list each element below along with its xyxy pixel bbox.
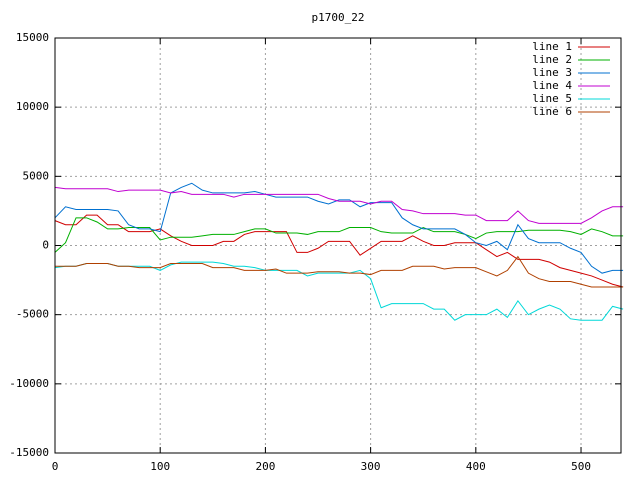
data-line	[54, 214, 624, 288]
x-tick-label: 300	[361, 460, 381, 473]
legend-label: line 5	[532, 92, 572, 105]
y-tick-label: 0	[42, 239, 49, 252]
x-tick-label: 0	[52, 460, 59, 473]
data-line	[54, 217, 624, 253]
y-tick-label: 15000	[16, 31, 49, 44]
data-line	[55, 255, 624, 288]
data-line	[54, 182, 624, 274]
x-tick-label: 500	[571, 460, 591, 473]
y-tick-label: -5000	[16, 308, 49, 321]
data-line	[54, 186, 624, 224]
legend-label: line 6	[532, 105, 572, 118]
plot-lines	[54, 182, 624, 321]
y-tick-label: 10000	[16, 100, 49, 113]
legend-label: line 1	[532, 40, 572, 53]
legend-label: line 2	[532, 53, 572, 66]
x-tick-label: 400	[466, 460, 486, 473]
chart-title: p1700_22	[312, 11, 365, 24]
y-tick-label: -10000	[9, 377, 49, 390]
plot-frame	[54, 37, 622, 454]
y-tick-label: 5000	[23, 169, 50, 182]
data-line	[54, 261, 624, 321]
y-tick-label: -15000	[9, 446, 49, 459]
x-tick-label: 200	[255, 460, 275, 473]
legend-label: line 4	[532, 79, 572, 92]
x-tick-label: 100	[150, 460, 170, 473]
legend-label: line 3	[532, 66, 572, 79]
